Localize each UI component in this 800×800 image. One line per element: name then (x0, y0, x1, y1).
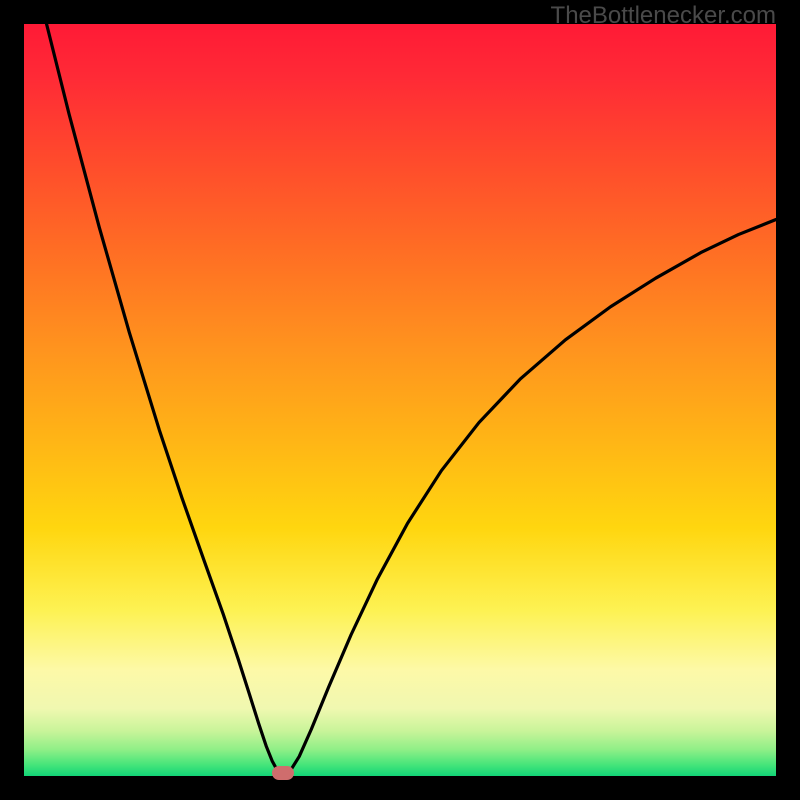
curve-left-branch (47, 24, 281, 773)
plot-frame (24, 24, 776, 776)
bottleneck-curve (24, 24, 776, 776)
optimum-marker (272, 766, 294, 780)
chart-stage: TheBottlenecker.com (0, 0, 800, 800)
curve-right-branch (286, 220, 776, 774)
